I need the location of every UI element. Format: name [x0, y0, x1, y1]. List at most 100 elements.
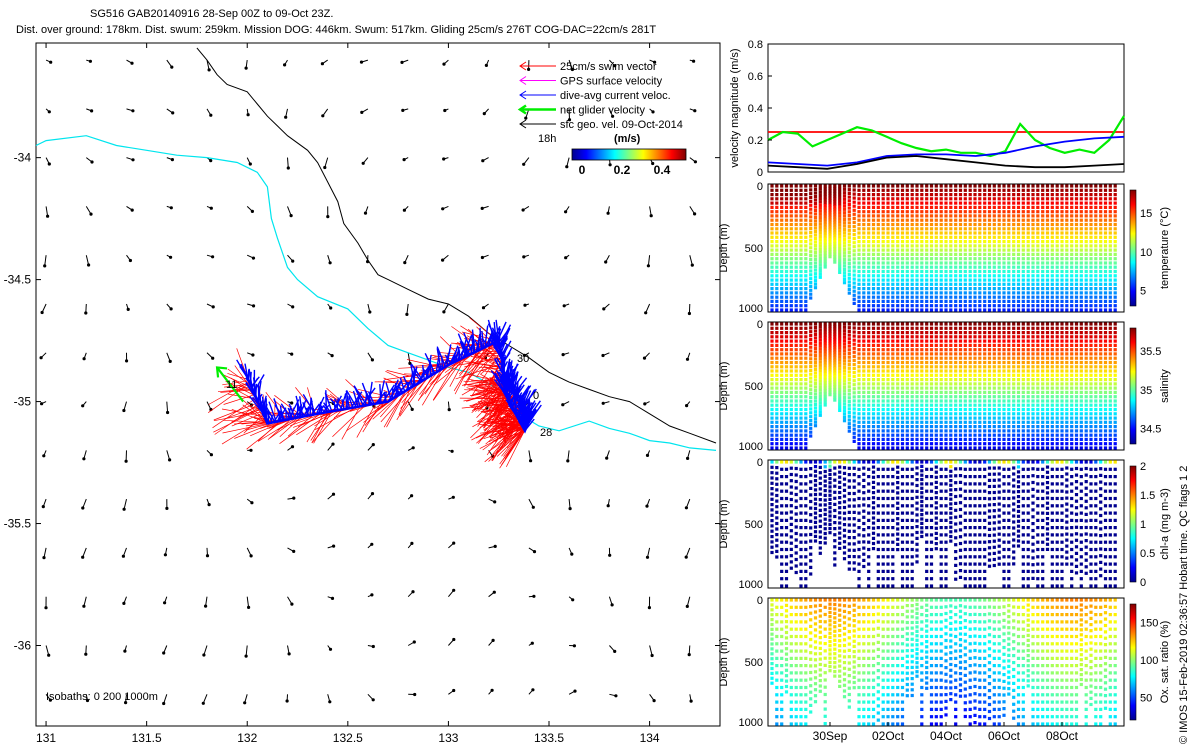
section-cell [949, 360, 953, 365]
section-cell [987, 373, 992, 377]
section-cell [876, 412, 880, 416]
section-cell [852, 346, 856, 350]
section-cell [1036, 205, 1040, 209]
section-cell [1036, 304, 1040, 308]
section-cell [862, 205, 866, 209]
section-cell [1089, 193, 1093, 197]
swim-vector [332, 405, 366, 438]
section-cell [775, 407, 779, 412]
section-cell [910, 386, 914, 390]
section-cell [915, 420, 919, 424]
section-cell [929, 433, 934, 437]
section-cell [862, 295, 866, 299]
section-cell [1016, 240, 1021, 244]
section-cell [881, 326, 885, 330]
section-cell [1079, 252, 1083, 256]
section-cell [1094, 240, 1098, 244]
section-cell [949, 269, 953, 274]
section-cell [929, 382, 934, 386]
section-cell [833, 252, 837, 256]
section-cell [949, 382, 953, 386]
section-cell [1094, 299, 1098, 303]
section-cell [987, 205, 992, 209]
section-cell [1108, 295, 1112, 299]
section-cell [1016, 210, 1021, 214]
section-cell [915, 261, 919, 265]
section-cell [978, 193, 982, 197]
section-cell [949, 378, 953, 382]
section-cell [775, 291, 779, 295]
section-cell [1113, 248, 1117, 252]
section-cell [910, 278, 914, 282]
section-cell [1026, 240, 1030, 244]
section-cell [896, 222, 900, 227]
current-vector [520, 402, 533, 424]
section-cell [809, 257, 813, 261]
section-cell [1079, 295, 1083, 299]
section-cell [963, 420, 967, 424]
section-cell [794, 369, 798, 373]
section-cell [838, 241, 842, 245]
section-cell [963, 235, 967, 239]
velocity-arrow-head [532, 594, 536, 598]
section-cell [833, 231, 837, 235]
section-cell [881, 184, 885, 188]
section-cell [915, 248, 919, 252]
section-cell [862, 218, 866, 222]
section-cell [910, 248, 914, 252]
section-cell [823, 259, 827, 263]
section-cell [1012, 188, 1016, 192]
section-cell [1103, 193, 1108, 197]
section-cell [799, 278, 803, 282]
swim-vector [478, 400, 509, 444]
section-cell [789, 265, 793, 269]
section-cell [794, 360, 798, 365]
section-cell [915, 274, 919, 278]
section-cell [973, 425, 977, 429]
section-cell [838, 220, 842, 224]
section-cell [1016, 248, 1021, 252]
section-cell [886, 240, 890, 244]
section-cell [968, 412, 972, 416]
section-cell [876, 390, 880, 394]
section-cell [842, 415, 847, 419]
section-cell [1084, 291, 1088, 295]
section-cell [1045, 193, 1050, 197]
section-cell [862, 365, 866, 369]
section-cell [1002, 235, 1006, 239]
section-cell [1113, 291, 1117, 295]
section-cell [1089, 235, 1093, 239]
section-cell [934, 210, 938, 214]
velocity-arrow-head [286, 166, 290, 170]
section-cell [838, 358, 842, 362]
section-cell [891, 291, 895, 295]
section-cell [1026, 257, 1030, 261]
section-cell [818, 222, 822, 226]
section-cell [1012, 282, 1016, 286]
section-cell [896, 437, 900, 441]
section-cell [944, 274, 948, 278]
section-cell [1084, 261, 1088, 265]
section-cell [1079, 205, 1083, 209]
section-cell [891, 343, 895, 347]
section-cell [1036, 257, 1040, 261]
section-cell [973, 184, 977, 188]
section-cell [838, 229, 842, 233]
section-cell [876, 235, 880, 239]
section-cell [891, 261, 895, 265]
section-cell [973, 442, 977, 446]
section-cell [770, 403, 774, 407]
section-cell [857, 291, 861, 295]
section-cell [963, 331, 967, 335]
section-cell [876, 257, 880, 261]
section-cell [852, 245, 856, 249]
section-cell [784, 378, 789, 382]
section-cell [838, 367, 842, 371]
velocity-arrow-head [491, 638, 495, 643]
section-cell [847, 425, 851, 429]
swim-vector [489, 390, 507, 426]
section-cell [1084, 282, 1088, 286]
section-cell [905, 335, 909, 339]
section-cell [799, 356, 803, 360]
section-cell [784, 274, 789, 278]
